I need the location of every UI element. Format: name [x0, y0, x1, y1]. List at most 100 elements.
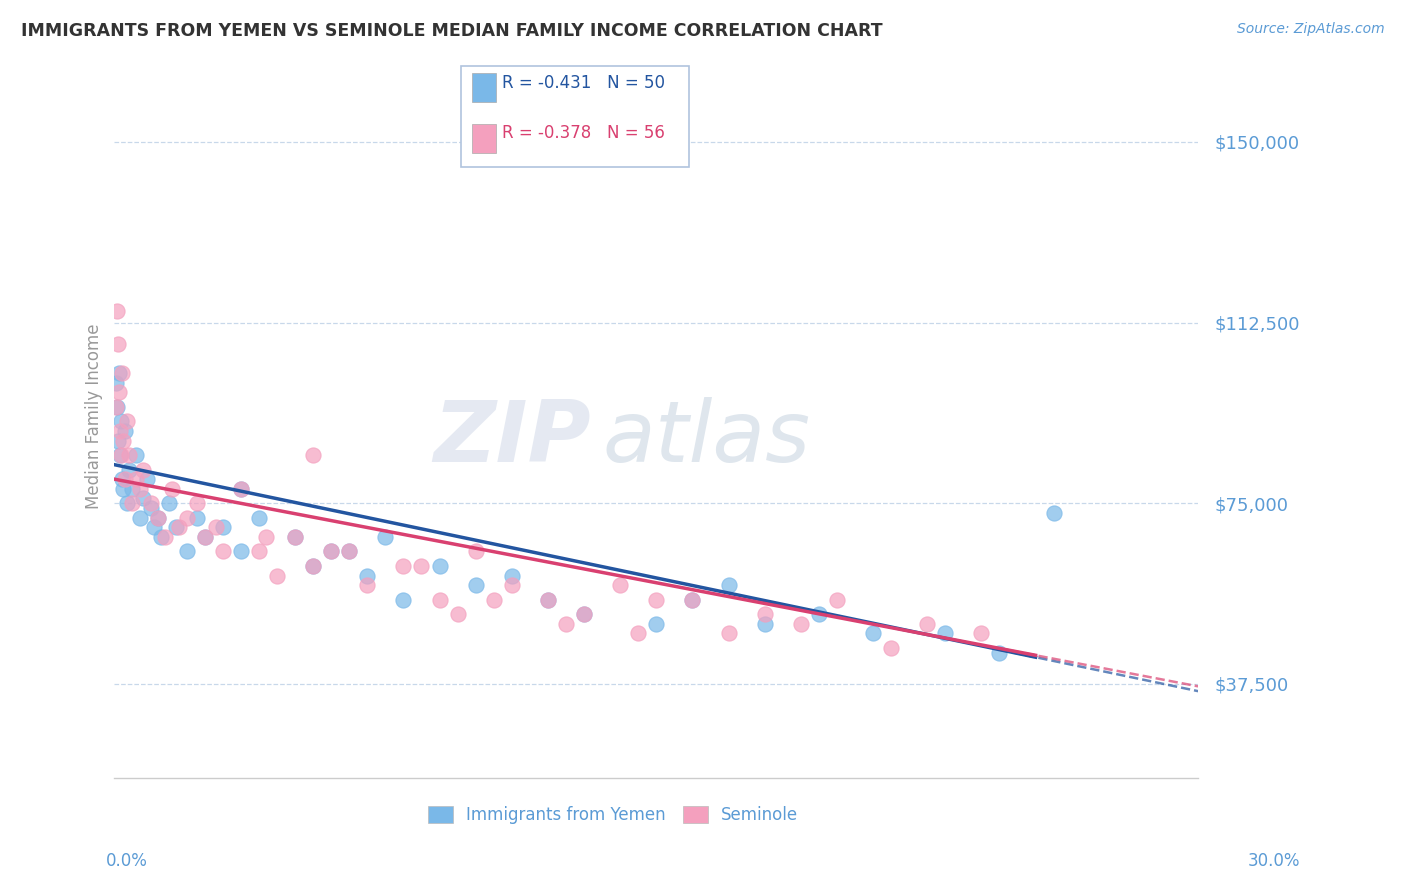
Point [464, 544, 486, 558]
Point [1042, 506, 1064, 520]
Point [356, 568, 378, 582]
Point [105, 400, 128, 414]
Point [110, 414, 132, 428]
Point [110, 448, 132, 462]
Point [211, 520, 233, 534]
Point [153, 530, 176, 544]
Point [337, 544, 360, 558]
Point [284, 530, 307, 544]
Point [374, 530, 396, 544]
Point [717, 578, 740, 592]
Point [934, 626, 956, 640]
Text: R = -0.431   N = 50: R = -0.431 N = 50 [502, 74, 665, 92]
Legend: Immigrants from Yemen, Seminole: Immigrants from Yemen, Seminole [422, 799, 804, 831]
Point [229, 544, 252, 558]
FancyBboxPatch shape [472, 124, 496, 153]
Point [645, 616, 668, 631]
Text: Source: ZipAtlas.com: Source: ZipAtlas.com [1237, 22, 1385, 37]
Point [302, 448, 325, 462]
Text: IMMIGRANTS FROM YEMEN VS SEMINOLE MEDIAN FAMILY INCOME CORRELATION CHART: IMMIGRANTS FROM YEMEN VS SEMINOLE MEDIAN… [21, 22, 883, 40]
Point [337, 544, 360, 558]
Point [132, 491, 155, 506]
Point [125, 472, 148, 486]
Point [169, 520, 191, 534]
Point [825, 592, 848, 607]
Point [139, 501, 162, 516]
Point [321, 544, 343, 558]
Point [143, 520, 166, 534]
Point [681, 592, 703, 607]
Point [266, 568, 288, 582]
Point [754, 607, 776, 621]
Point [139, 496, 162, 510]
Point [627, 626, 650, 640]
Point [754, 616, 776, 631]
Point [429, 592, 451, 607]
Point [112, 434, 135, 448]
Point [132, 462, 155, 476]
FancyBboxPatch shape [472, 73, 496, 102]
Point [229, 482, 252, 496]
Point [146, 510, 169, 524]
Point [121, 496, 143, 510]
Point [157, 496, 180, 510]
Point [915, 616, 938, 631]
Point [790, 616, 813, 631]
Point [108, 448, 131, 462]
Point [429, 558, 451, 573]
Point [176, 544, 198, 558]
Text: R = -0.378   N = 56: R = -0.378 N = 56 [502, 124, 665, 142]
Point [118, 448, 141, 462]
Point [107, 337, 129, 351]
Point [247, 510, 270, 524]
Point [970, 626, 993, 640]
Point [356, 578, 378, 592]
Point [186, 496, 208, 510]
Point [537, 592, 560, 607]
Point [115, 496, 138, 510]
Point [572, 607, 595, 621]
Point [105, 303, 128, 318]
Point [114, 424, 136, 438]
Point [165, 520, 187, 534]
Point [609, 578, 631, 592]
Point [128, 510, 150, 524]
Text: 0.0%: 0.0% [105, 852, 148, 870]
Point [211, 544, 233, 558]
Point [135, 472, 157, 486]
Point [105, 376, 128, 390]
Point [112, 482, 135, 496]
Point [229, 482, 252, 496]
Point [107, 366, 129, 380]
Point [186, 510, 208, 524]
Point [128, 482, 150, 496]
Point [464, 578, 486, 592]
Point [118, 462, 141, 476]
Y-axis label: Median Family Income: Median Family Income [86, 324, 103, 509]
Point [988, 646, 1011, 660]
Point [111, 366, 134, 380]
Point [194, 530, 217, 544]
Text: 30.0%: 30.0% [1249, 852, 1301, 870]
Point [645, 592, 668, 607]
Point [555, 616, 578, 631]
Point [176, 510, 198, 524]
Point [717, 626, 740, 640]
Point [114, 472, 136, 486]
Point [411, 558, 433, 573]
Point [121, 482, 143, 496]
Point [392, 592, 415, 607]
Point [115, 414, 138, 428]
Point [194, 530, 217, 544]
Text: atlas: atlas [602, 397, 810, 480]
Point [537, 592, 560, 607]
Point [284, 530, 307, 544]
Point [501, 578, 523, 592]
Point [302, 558, 325, 573]
Point [482, 592, 505, 607]
Point [446, 607, 468, 621]
Point [254, 530, 277, 544]
Point [862, 626, 884, 640]
Point [302, 558, 325, 573]
Point [111, 472, 134, 486]
